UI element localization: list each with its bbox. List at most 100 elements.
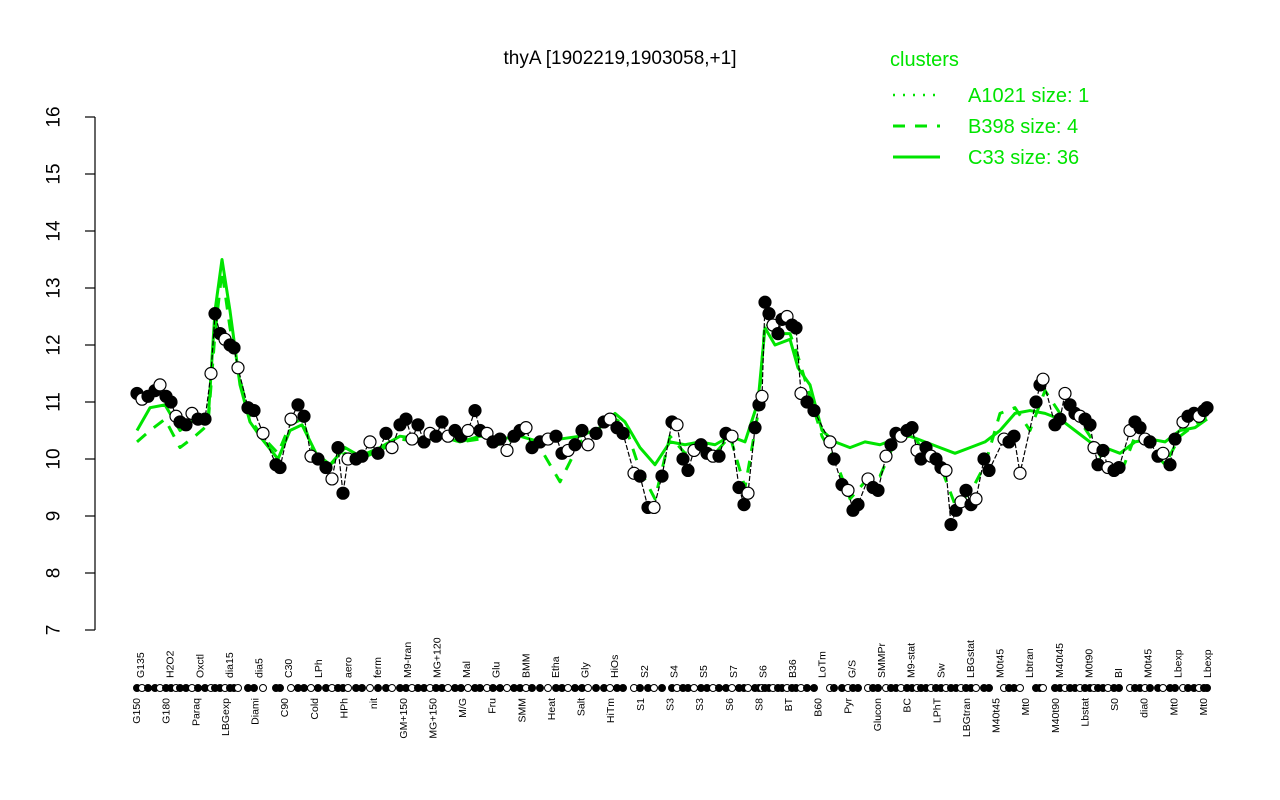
- data-point: [851, 498, 865, 512]
- data-point: [311, 452, 325, 466]
- data-point: [823, 435, 837, 449]
- data-point: [575, 423, 589, 438]
- x-label-top: Mal: [461, 661, 473, 678]
- x-label-bottom: BT: [783, 697, 795, 711]
- x-label-top: Lbexp: [1202, 649, 1214, 678]
- data-point: [603, 412, 617, 426]
- x-sample-marker: [496, 684, 504, 692]
- x-sample-marker: [250, 684, 258, 692]
- x-label-bottom: Paraq: [190, 698, 202, 726]
- data-point: [297, 409, 311, 423]
- data-point: [204, 366, 218, 381]
- x-sample-marker: [300, 684, 308, 692]
- x-sample-marker: [619, 684, 627, 692]
- data-point: [1096, 443, 1110, 458]
- y-tick-label: 11: [44, 392, 65, 412]
- x-sample-marker: [464, 684, 472, 692]
- x-sample-marker: [874, 684, 882, 692]
- x-label-bottom: S3: [665, 698, 677, 711]
- data-point: [581, 438, 595, 452]
- data-point: [549, 429, 563, 443]
- x-label-bottom: B60: [813, 698, 825, 717]
- x-label-top: dia15: [224, 652, 236, 678]
- x-sample-marker: [690, 684, 698, 692]
- x-label-bottom: Heat: [546, 698, 558, 720]
- y-tick-label: 15: [44, 163, 65, 184]
- x-sample-marker: [144, 684, 152, 692]
- x-label-top: Lbtran: [1024, 648, 1036, 678]
- x-label-top: ferm: [372, 657, 384, 678]
- x-label-bottom: LBGexp: [220, 698, 232, 736]
- data-point: [336, 486, 350, 500]
- x-sample-marker: [1146, 684, 1154, 692]
- x-label-top: LBGstat: [965, 640, 977, 678]
- x-sample-marker: [972, 684, 980, 692]
- x-label-bottom: MG+150: [427, 698, 439, 739]
- x-label-top: S4: [669, 665, 681, 678]
- x-label-top: HiOs: [609, 655, 621, 678]
- x-label-bottom: S6: [724, 698, 736, 711]
- data-point: [1112, 460, 1126, 475]
- x-label-top: Lbexp: [1172, 649, 1184, 678]
- x-sample-marker: [803, 684, 811, 692]
- data-point: [1143, 435, 1157, 449]
- x-label-top: M0t90: [1083, 649, 1095, 678]
- x-label-bottom: nit: [368, 698, 380, 709]
- x-label-top: Etha: [550, 656, 562, 678]
- x-label-top: S7: [728, 665, 740, 678]
- data-point: [468, 403, 482, 418]
- x-label-top: G/S: [846, 660, 858, 678]
- x-label-top: BMM: [520, 654, 532, 679]
- data-point: [939, 463, 953, 477]
- data-point: [231, 361, 245, 375]
- data-point: [827, 452, 841, 466]
- x-sample-marker: [1203, 684, 1211, 692]
- x-label-top: M0t45: [995, 649, 1007, 678]
- data-point: [319, 460, 333, 475]
- data-point: [616, 426, 630, 440]
- x-label-top: Glu: [491, 662, 503, 679]
- data-point: [331, 441, 345, 455]
- x-label-bottom: S8: [753, 698, 765, 711]
- x-label-top: SMMPr: [876, 643, 888, 679]
- data-point: [633, 469, 647, 483]
- x-sample-marker: [314, 684, 322, 692]
- x-label-bottom: S1: [635, 698, 647, 711]
- x-label-bottom: Mt0: [1020, 698, 1032, 716]
- x-sample-marker: [592, 684, 600, 692]
- x-sample-marker: [276, 684, 284, 692]
- x-label-top: BI: [1113, 668, 1125, 678]
- data-point: [179, 418, 193, 432]
- data-point: [712, 449, 726, 463]
- legend-entry-c33: C33 size: 36: [968, 147, 1079, 169]
- data-point: [379, 426, 393, 440]
- data-point: [256, 426, 270, 440]
- data-point: [500, 443, 514, 458]
- x-sample-marker: [571, 684, 579, 692]
- y-tick-label: 10: [44, 448, 65, 469]
- data-point: [884, 438, 898, 452]
- data-point: [944, 517, 958, 532]
- x-label-bottom: Pyr: [842, 697, 854, 713]
- x-label-top: M9-tran: [402, 642, 414, 678]
- data-point: [748, 421, 762, 435]
- y-axis: 7 8 9 10 11 12 13 14 15 16: [44, 106, 96, 635]
- data-point: [1200, 401, 1214, 415]
- x-label-bottom: Mt0: [1198, 698, 1210, 716]
- x-label-top: B36: [787, 659, 799, 678]
- data-point: [871, 483, 885, 497]
- data-point: [273, 460, 287, 475]
- data-point: [1007, 429, 1021, 443]
- data-point: [399, 412, 413, 426]
- x-label-top: Oxctl: [194, 654, 206, 678]
- x-label-bottom: S3: [694, 698, 706, 711]
- x-label-top: Gly: [580, 662, 592, 679]
- x-label-bottom: Mt0: [1168, 698, 1180, 716]
- data-point: [725, 429, 739, 443]
- x-label-top: aero: [342, 657, 354, 678]
- data-point: [1168, 432, 1182, 446]
- x-axis: G135 H2O2 Oxctl dia15 dia5 C30 LPh aero ferm M9-t…: [131, 637, 1214, 738]
- x-sample-marker: [444, 684, 452, 692]
- x-label-bottom: Cold: [309, 698, 321, 720]
